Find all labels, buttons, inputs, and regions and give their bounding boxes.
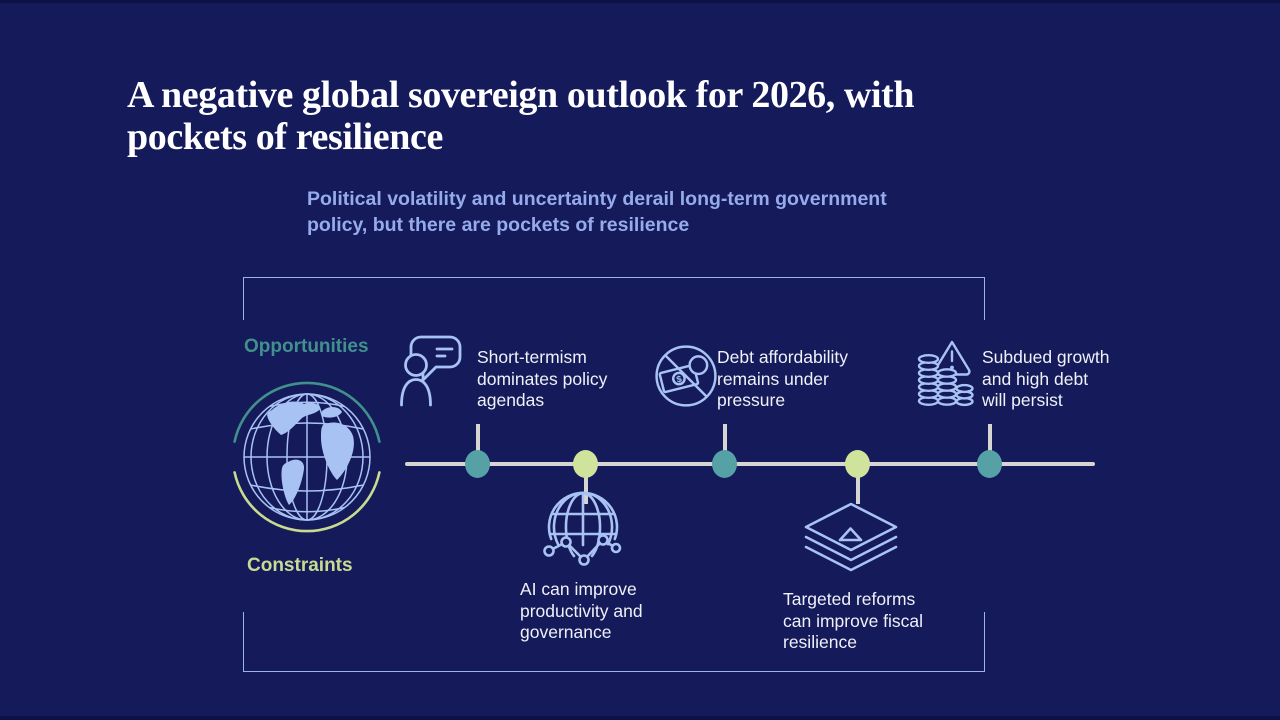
item-text-ai-productivity: AI can improve productivity and governan… <box>520 579 643 644</box>
top-bracket <box>243 277 985 320</box>
title-line-2: pockets of resilience <box>127 116 443 158</box>
item-line: Short-termism <box>477 347 587 367</box>
dollar-sign: $ <box>675 373 683 384</box>
tick-down-1 <box>584 464 588 504</box>
timeline-axis <box>405 462 1095 466</box>
item-line: resilience <box>783 632 857 652</box>
tick-up-2 <box>723 424 727 464</box>
page-title: A negative global sovereign outlook for … <box>127 74 915 158</box>
subtitle: Political volatility and uncertainty der… <box>307 186 887 238</box>
item-line: AI can improve <box>520 579 637 599</box>
timeline-dot-green-2 <box>845 450 870 478</box>
bottom-edge-strip <box>0 716 1280 720</box>
item-line: can improve fiscal <box>783 610 924 631</box>
item-text-short-termism: Short-termism dominates policy agendas <box>477 347 607 412</box>
item-line: productivity and <box>520 600 643 621</box>
item-line: dominates policy <box>477 368 608 389</box>
opportunities-label: Opportunities <box>244 336 369 357</box>
crossed-out-money-icon: $ <box>655 345 717 407</box>
tick-down-2 <box>856 464 860 504</box>
title-line-1: A negative global sovereign outlook for … <box>127 74 915 116</box>
item-line: remains under <box>717 368 829 389</box>
item-line: Subdued growth <box>982 347 1110 367</box>
person-speech-bubble-icon <box>400 335 462 407</box>
subtitle-line-2: policy, but there are pockets of resilie… <box>307 214 690 236</box>
top-edge-strip <box>0 0 1280 3</box>
item-line: agendas <box>477 390 545 410</box>
timeline-dot-teal-2 <box>712 450 737 478</box>
item-line: Debt affordability <box>717 347 849 367</box>
item-line: governance <box>520 622 612 642</box>
globe-icon <box>233 381 381 533</box>
item-text-targeted-reforms: Targeted reforms can improve fiscal resi… <box>783 589 923 654</box>
item-text-debt-affordability: Debt affordability remains under pressur… <box>717 347 848 412</box>
coin-stacks-warning-icon <box>917 340 974 407</box>
stacked-layers-icon <box>804 502 898 572</box>
item-line: Targeted reforms <box>783 589 916 609</box>
bottom-bracket <box>243 612 985 672</box>
item-line: and high debt <box>982 368 1089 389</box>
item-line: pressure <box>717 390 786 410</box>
tick-up-1 <box>476 424 480 464</box>
tick-up-3 <box>988 424 992 464</box>
item-text-subdued-growth: Subdued growth and high debt will persis… <box>982 347 1109 412</box>
subtitle-line-1: Political volatility and uncertainty der… <box>307 188 887 210</box>
timeline-dot-teal-3 <box>977 450 1002 478</box>
timeline-dot-green-1 <box>573 450 598 478</box>
ai-network-globe-icon <box>543 491 622 566</box>
constraints-label: Constraints <box>247 555 353 576</box>
timeline-dot-teal-1 <box>465 450 490 478</box>
item-line: will persist <box>982 390 1063 410</box>
